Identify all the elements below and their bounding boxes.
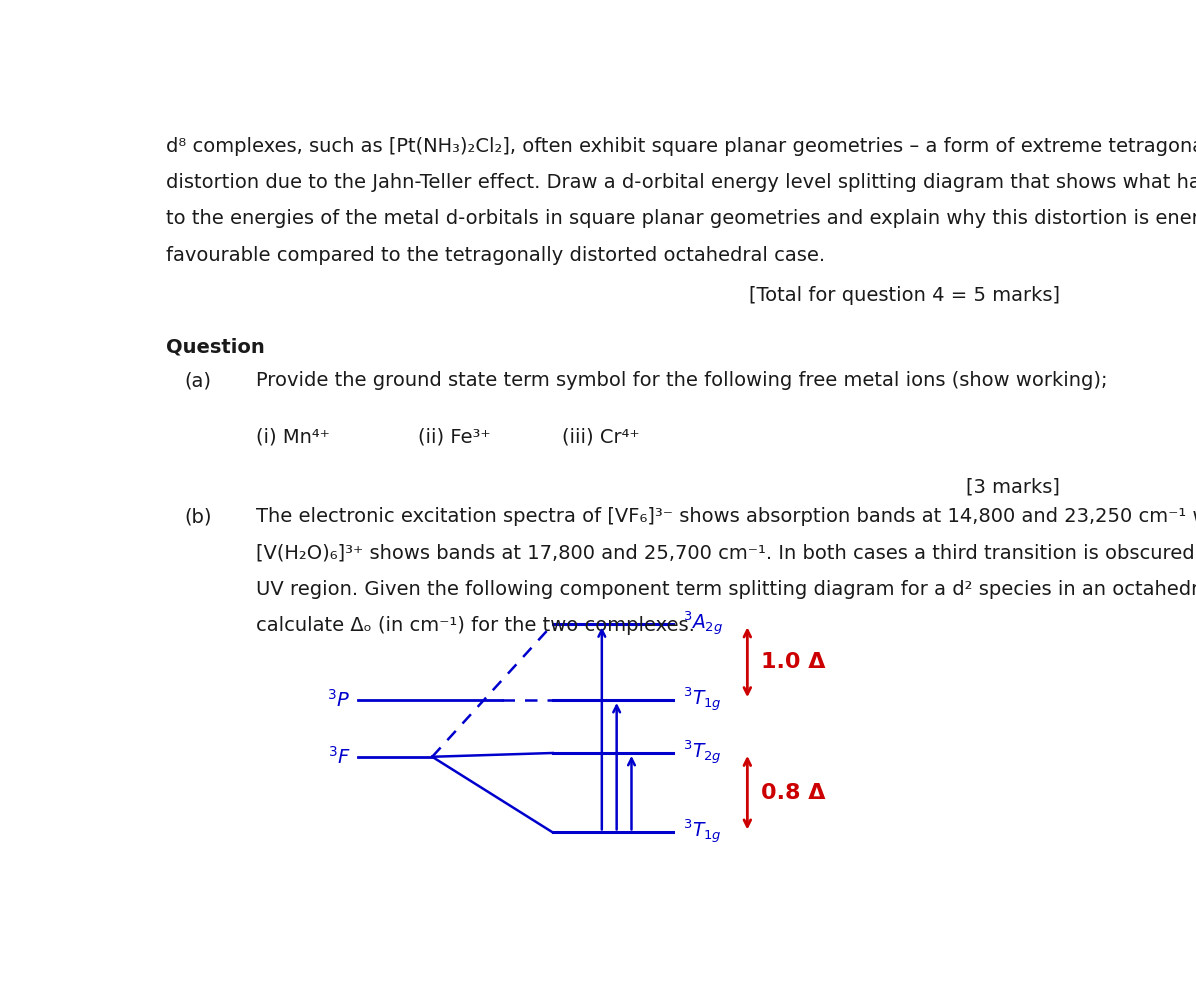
Text: to the energies of the metal d-orbitals in square planar geometries and explain : to the energies of the metal d-orbitals …: [166, 209, 1196, 229]
Text: $^3P$: $^3P$: [328, 689, 350, 711]
Text: The electronic excitation spectra of [VF₆]³⁻ shows absorption bands at 14,800 an: The electronic excitation spectra of [VF…: [256, 508, 1196, 526]
Text: distortion due to the Jahn-Teller effect. Draw a d-orbital energy level splittin: distortion due to the Jahn-Teller effect…: [166, 173, 1196, 192]
Text: [V(H₂O)₆]³⁺ shows bands at 17,800 and 25,700 cm⁻¹. In both cases a third transit: [V(H₂O)₆]³⁺ shows bands at 17,800 and 25…: [256, 544, 1196, 563]
Text: (ii) Fe³⁺: (ii) Fe³⁺: [419, 428, 490, 447]
Text: Provide the ground state term symbol for the following free metal ions (show wor: Provide the ground state term symbol for…: [256, 371, 1107, 390]
Text: calculate Δₒ (in cm⁻¹) for the two complexes.: calculate Δₒ (in cm⁻¹) for the two compl…: [256, 616, 695, 635]
Text: $^3T_{2g}$: $^3T_{2g}$: [683, 739, 722, 767]
Text: (i) Mn⁴⁺: (i) Mn⁴⁺: [256, 428, 330, 447]
Text: 0.8 Δ: 0.8 Δ: [762, 783, 825, 802]
Text: [3 marks]: [3 marks]: [966, 477, 1060, 496]
Text: d⁸ complexes, such as [Pt(NH₃)₂Cl₂], often exhibit square planar geometries – a : d⁸ complexes, such as [Pt(NH₃)₂Cl₂], oft…: [166, 136, 1196, 156]
Text: (b): (b): [184, 508, 212, 526]
Text: $^3F$: $^3F$: [328, 745, 350, 768]
Text: $^3A_{2g}$: $^3A_{2g}$: [683, 611, 724, 638]
Text: $^3T_{1g}$: $^3T_{1g}$: [683, 686, 722, 714]
Text: $^3T_{1g}$: $^3T_{1g}$: [683, 818, 722, 846]
Text: [Total for question 4 = 5 marks]: [Total for question 4 = 5 marks]: [749, 286, 1060, 304]
Text: (a): (a): [184, 371, 212, 390]
Text: (iii) Cr⁴⁺: (iii) Cr⁴⁺: [562, 428, 640, 447]
Text: UV region. Given the following component term splitting diagram for a d² species: UV region. Given the following component…: [256, 579, 1196, 599]
Text: Question: Question: [166, 337, 266, 356]
Text: favourable compared to the tetragonally distorted octahedral case.: favourable compared to the tetragonally …: [166, 246, 825, 264]
Text: 1.0 Δ: 1.0 Δ: [762, 652, 825, 673]
